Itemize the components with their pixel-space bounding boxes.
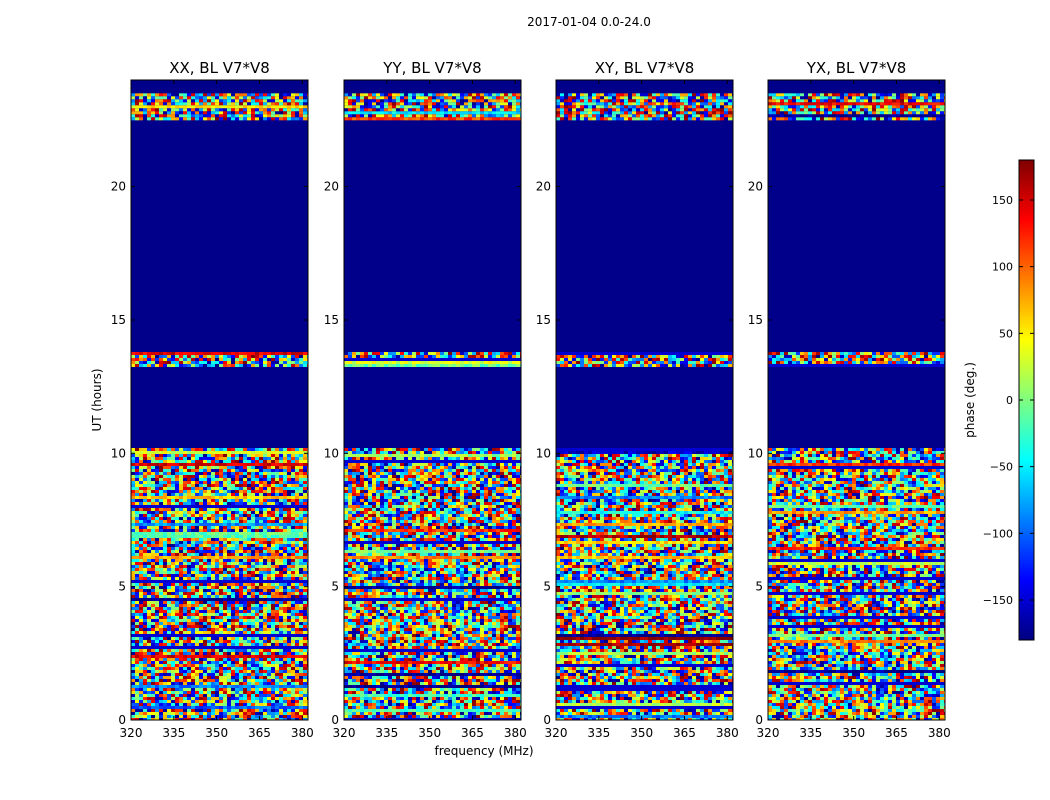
x-tick-label: 350 xyxy=(205,726,228,740)
x-tick-label: 380 xyxy=(504,726,527,740)
y-tick-label: 5 xyxy=(331,580,339,594)
x-tick-label: 365 xyxy=(885,726,908,740)
x-tick-label: 380 xyxy=(716,726,739,740)
y-tick-label: 0 xyxy=(118,713,126,727)
y-tick-label: 10 xyxy=(324,446,339,460)
panel-1: XX, BL V7*V8 320 335 350 365 380 0 5 10 15 20 xyxy=(111,59,314,740)
panel-title: XY, BL V7*V8 xyxy=(595,59,695,77)
y-axis-label: UT (hours) xyxy=(90,368,104,431)
panel-frame xyxy=(767,79,946,721)
heatmap-cells xyxy=(344,93,521,720)
colorbar-tick-label: 100 xyxy=(992,261,1013,274)
y-tick-label: 20 xyxy=(748,180,763,194)
y-tick-label: 10 xyxy=(748,446,763,460)
x-tick-label: 380 xyxy=(928,726,951,740)
y-tick-label: 15 xyxy=(324,313,339,327)
y-tick-label: 0 xyxy=(543,713,551,727)
panel-frame xyxy=(555,79,734,721)
figure-title: 2017-01-04 0.0-24.0 xyxy=(527,15,651,29)
y-tick-label: 15 xyxy=(111,313,126,327)
x-tick-label: 350 xyxy=(842,726,865,740)
colorbar-tick-label: −50 xyxy=(990,461,1013,474)
y-tick-label: 15 xyxy=(748,313,763,327)
x-tick-label: 320 xyxy=(333,726,356,740)
x-tick-label: 335 xyxy=(375,726,398,740)
colorbar-label: phase (deg.) xyxy=(963,362,977,438)
x-tick-label: 335 xyxy=(162,726,185,740)
panel-4: YX, BL V7*V8 320 335 350 365 380 0 5 10 15 20 xyxy=(748,59,951,740)
x-tick-label: 365 xyxy=(673,726,696,740)
y-tick-label: 5 xyxy=(118,580,126,594)
colorbar-tick-label: −150 xyxy=(983,594,1013,607)
panel-3: XY, BL V7*V8 320 335 350 365 380 0 5 10 15 20 xyxy=(536,59,739,740)
panel-2: YY, BL V7*V8 320 335 350 365 380 0 5 10 15 20 xyxy=(324,59,527,740)
panel-title: YY, BL V7*V8 xyxy=(382,59,481,77)
colorbar: −150 −100 −50 0 50 100 150 phase (deg.) xyxy=(963,159,1035,641)
y-tick-label: 20 xyxy=(111,180,126,194)
y-tick-label: 20 xyxy=(536,180,551,194)
x-tick-label: 350 xyxy=(418,726,441,740)
y-tick-label: 20 xyxy=(324,180,339,194)
x-tick-label: 335 xyxy=(587,726,610,740)
x-tick-label: 380 xyxy=(291,726,314,740)
heatmap-cells xyxy=(768,93,945,720)
x-tick-label: 365 xyxy=(248,726,271,740)
x-tick-label: 350 xyxy=(630,726,653,740)
x-tick-label: 320 xyxy=(545,726,568,740)
x-tick-label: 320 xyxy=(120,726,143,740)
y-tick-label: 5 xyxy=(755,580,763,594)
colorbar-ticks: −150 −100 −50 0 50 100 150 xyxy=(983,194,1034,607)
y-tick-label: 0 xyxy=(331,713,339,727)
colorbar-tick-label: −100 xyxy=(983,527,1013,540)
y-tick-label: 5 xyxy=(543,580,551,594)
y-tick-label: 15 xyxy=(536,313,551,327)
panel-title: XX, BL V7*V8 xyxy=(169,59,270,77)
y-tick-label: 0 xyxy=(755,713,763,727)
x-tick-label: 320 xyxy=(757,726,780,740)
colorbar-tick-label: 50 xyxy=(999,327,1013,340)
colorbar-tick-label: 0 xyxy=(1006,394,1013,407)
panel-title: YX, BL V7*V8 xyxy=(806,59,907,77)
panel-frame xyxy=(130,79,309,721)
colorbar-tick-label: 150 xyxy=(992,194,1013,207)
y-tick-label: 10 xyxy=(536,446,551,460)
x-tick-label: 365 xyxy=(461,726,484,740)
y-tick-label: 10 xyxy=(111,446,126,460)
x-tick-label: 335 xyxy=(799,726,822,740)
x-axis-label: frequency (MHz) xyxy=(434,744,533,758)
panel-frame xyxy=(343,79,522,721)
